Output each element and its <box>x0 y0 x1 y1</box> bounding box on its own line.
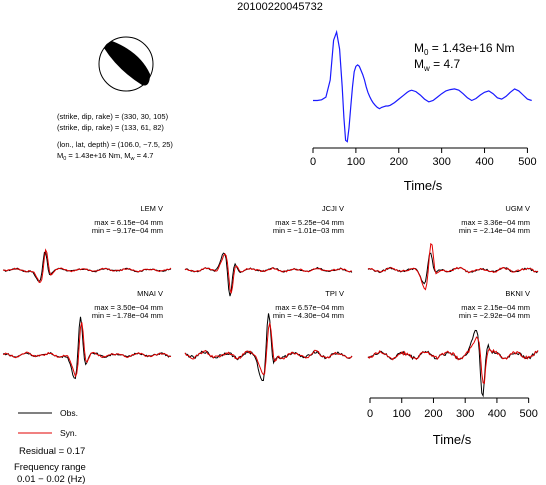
stf-x-tick-label: 300 <box>432 156 450 168</box>
stf-mw-label: Mw = 4.7 <box>414 57 460 73</box>
waveform-x-axis: 0 100 200 300 400 500 <box>367 397 538 420</box>
observed-waveform <box>184 313 353 381</box>
station-max-amplitude: max = 3.36e−04 mm <box>461 218 530 227</box>
stf-x-tick-label: 500 <box>518 156 536 168</box>
frequency-range-label: Frequency range <box>14 462 86 473</box>
residual-label: Residual = 0.17 <box>19 446 85 457</box>
stf-x-axis-label: Time/s <box>404 178 443 193</box>
waveform-x-tick-label: 500 <box>519 408 537 420</box>
stf-chart: 0 100 200 300 400 500 M0 = 1.43e+16 Nm Mw = 4… <box>310 29 537 193</box>
legend: Obs. Syn. <box>18 408 78 438</box>
stf-x-tick-label: 100 <box>347 156 365 168</box>
station-name: BKNI V <box>505 289 530 298</box>
station-max-amplitude: max = 6.15e−04 mm <box>94 218 163 227</box>
station-min-amplitude: min = −1.01e−03 mm <box>273 226 344 235</box>
focal-mechanism-beachball <box>98 36 154 92</box>
mechanism-line-1: (strike, dip, rake) = (330, 30, 105) <box>57 112 169 121</box>
waveform-x-tick-label: 400 <box>488 408 506 420</box>
waveform-x-tick-label: 300 <box>456 408 474 420</box>
station-max-amplitude: max = 2.15e−04 mm <box>461 303 530 312</box>
station-min-amplitude: min = −4.30e−04 mm <box>273 311 344 320</box>
stf-x-tick-label: 200 <box>390 156 408 168</box>
observed-waveform <box>367 329 539 398</box>
mechanism-line-4: M0 = 1.43e+16 Nm, Mw = 4.7 <box>57 151 153 162</box>
station-name: MNAI V <box>137 289 163 298</box>
event-title: 20100220045732 <box>237 1 323 13</box>
station-min-amplitude: min = −9.17e−04 mm <box>92 226 163 235</box>
waveform-x-tick-label: 0 <box>367 408 373 420</box>
waveform-x-tick-label: 100 <box>393 408 411 420</box>
station-max-amplitude: max = 5.25e−04 mm <box>275 218 344 227</box>
waveform-x-axis-label: Time/s <box>433 432 472 447</box>
waveform-x-tick-label: 200 <box>424 408 442 420</box>
synthetic-waveform <box>2 322 172 378</box>
mechanism-line-3: (lon., lat, depth) = (106.0, −7.5, 25) <box>57 140 173 149</box>
station-name: LEM V <box>140 204 163 213</box>
stf-series-line <box>313 29 532 143</box>
stf-x-tick-label: 0 <box>310 156 316 168</box>
station-name: UGM V <box>505 204 530 213</box>
synthetic-waveform <box>184 253 353 294</box>
legend-syn-label: Syn. <box>60 428 77 438</box>
mechanism-info: (strike, dip, rake) = (330, 30, 105) (st… <box>57 112 173 162</box>
stf-m0-label: M0 = 1.43e+16 Nm <box>414 41 515 57</box>
station-name: TPI V <box>325 289 344 298</box>
legend-obs-label: Obs. <box>60 408 78 418</box>
frequency-range-value: 0.01 − 0.02 (Hz) <box>17 474 85 485</box>
station-max-amplitude: max = 6.57e−04 mm <box>275 303 344 312</box>
station-max-amplitude: max = 3.50e−04 mm <box>94 303 163 312</box>
stf-x-tick-label: 400 <box>475 156 493 168</box>
synthetic-waveform <box>2 248 172 284</box>
stf-x-axis: 0 100 200 300 400 500 <box>310 147 537 168</box>
observed-waveform <box>2 316 172 380</box>
mechanism-line-2: (strike, dip, rake) = (133, 61, 82) <box>57 123 164 132</box>
synthetic-waveform <box>184 322 353 376</box>
synthetic-waveform <box>367 242 538 291</box>
station-min-amplitude: min = −2.14e−04 mm <box>459 226 530 235</box>
station-min-amplitude: min = −2.92e−04 mm <box>459 311 530 320</box>
station-min-amplitude: min = −1.78e−04 mm <box>92 311 163 320</box>
observed-waveform <box>2 251 172 283</box>
station-name: JCJI V <box>322 204 344 213</box>
synthetic-waveform <box>367 336 539 384</box>
